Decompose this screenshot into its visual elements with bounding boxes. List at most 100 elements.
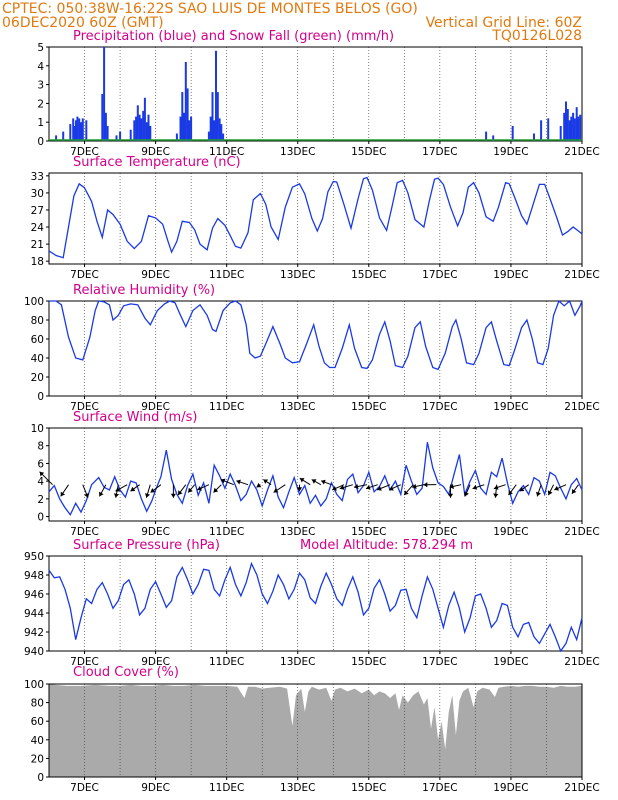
precip-xtick-label: 9DEC xyxy=(141,146,170,158)
precip-bar xyxy=(215,50,217,141)
precip-bar xyxy=(75,120,77,141)
wind-arrowhead xyxy=(493,484,499,490)
cloud-ytick-label: 80 xyxy=(31,698,44,710)
humidity-xtick-label: 11DEC xyxy=(209,401,244,413)
wind-ytick-label: 6 xyxy=(37,458,44,470)
precip-title: Precipitation (blue) and Snow Fall (gree… xyxy=(73,29,394,44)
wind-title: Surface Wind (m/s) xyxy=(73,410,197,425)
humidity-panel: Relative Humidity (%) 0 20 40 60 80 100 7DEC 9DE… xyxy=(24,283,600,413)
pressure-ytick-label: 950 xyxy=(24,551,44,563)
precip-bar xyxy=(485,131,488,141)
precip-bar xyxy=(207,131,210,141)
humidity-frame xyxy=(48,300,583,397)
wind-arrowhead xyxy=(145,493,150,498)
wind-arrowhead xyxy=(547,490,553,496)
cloud-xtick-label: 7DEC xyxy=(70,782,99,794)
pressure-panel: Surface Pressure (hPa) Model Altitude: 57… xyxy=(24,538,600,668)
temperature-xtick-label: 7DEC xyxy=(70,269,99,281)
temperature-ytick-label: 24 xyxy=(31,222,45,234)
wind-arrowhead xyxy=(311,479,317,484)
precip-bar xyxy=(104,112,107,141)
wind-arrowhead xyxy=(113,493,119,498)
precip-bar xyxy=(188,120,191,141)
wind-arrowhead xyxy=(377,486,382,491)
wind-arrowhead xyxy=(178,490,183,496)
precip-bar xyxy=(222,133,225,141)
wind-arrowhead xyxy=(423,482,428,488)
precip-xtick-label: 17DEC xyxy=(422,146,457,158)
precip-bar xyxy=(76,116,79,141)
wind-xtick-label: 15DEC xyxy=(351,526,386,538)
cloud-xtick-label: 13DEC xyxy=(280,782,315,794)
panels: Precipitation (blue) and Snow Fall (gree… xyxy=(24,29,600,794)
precip-xtick-label: 11DEC xyxy=(209,146,244,158)
precip-bar xyxy=(179,116,182,141)
precip-bar xyxy=(190,116,193,141)
precip-bar xyxy=(218,118,221,141)
wind-arrowhead xyxy=(571,489,577,494)
wind-arrowhead xyxy=(321,479,326,485)
wind-xtick-label: 11DEC xyxy=(209,526,244,538)
precip-xtick-label: 21DEC xyxy=(564,146,599,158)
humidity-line xyxy=(49,299,583,371)
precip-bar xyxy=(69,124,72,141)
pressure-xtick-label: 9DEC xyxy=(141,656,170,668)
precip-bar xyxy=(511,126,514,141)
wind-arrowhead xyxy=(339,484,345,490)
precip-bar xyxy=(55,135,58,141)
temperature-ytick-label: 21 xyxy=(31,239,44,251)
precip-bar xyxy=(129,129,132,141)
precip-ytick-label: 5 xyxy=(37,42,44,54)
wind-arrowhead xyxy=(170,493,176,498)
humidity-xtick-label: 7DEC xyxy=(70,401,99,413)
precip-bar xyxy=(85,120,88,141)
wind-arrowhead xyxy=(472,484,478,490)
cloud-ytick-label: 100 xyxy=(24,679,44,691)
wind-arrowhead xyxy=(39,471,45,477)
humidity-ytick-label: 60 xyxy=(31,334,44,346)
precip-bar xyxy=(106,126,109,141)
wind-arrowhead xyxy=(263,479,269,484)
cloud-ytick-label: 0 xyxy=(37,772,44,784)
precip-bar xyxy=(133,120,136,141)
wind-xtick-label: 13DEC xyxy=(280,526,315,538)
wind-arrowhead xyxy=(84,493,89,498)
wind-arrowhead xyxy=(412,483,417,489)
pressure-xtick-label: 15DEC xyxy=(351,656,386,668)
wind-xtick-label: 21DEC xyxy=(564,526,599,538)
humidity-xtick-label: 21DEC xyxy=(564,401,599,413)
temperature-xtick-label: 11DEC xyxy=(209,269,244,281)
cloud-xtick-label: 17DEC xyxy=(422,782,457,794)
pressure-xtick-label: 11DEC xyxy=(209,656,244,668)
precip-bar xyxy=(143,97,146,141)
wind-arrowhead xyxy=(99,491,104,497)
pressure-ytick-label: 948 xyxy=(24,570,44,582)
wind-arrowhead xyxy=(354,484,359,490)
wind-panel: Surface Wind (m/s) 0 2 4 6 8 10 7DEC 9DEC 11DEC 13… xyxy=(31,410,600,538)
wind-arrowhead xyxy=(554,485,559,491)
precip-ytick-label: 0 xyxy=(37,136,44,148)
precip-bar xyxy=(80,122,82,141)
wind-arrowhead xyxy=(493,493,499,498)
wind-ytick-label: 2 xyxy=(37,494,44,506)
precip-bar xyxy=(115,135,118,141)
humidity-title: Relative Humidity (%) xyxy=(73,283,215,298)
cloud-frame xyxy=(48,683,583,778)
precip-bar xyxy=(492,135,495,141)
wind-arrowhead xyxy=(536,491,541,497)
wind-arrowhead xyxy=(60,491,66,497)
precip-frame xyxy=(48,46,583,142)
pressure-xtick-label: 21DEC xyxy=(564,656,599,668)
precip-bar xyxy=(138,114,141,141)
wind-arrowhead xyxy=(508,490,513,496)
cloud-xtick-label: 11DEC xyxy=(209,782,244,794)
humidity-ytick-label: 20 xyxy=(31,372,44,384)
pressure-annotation: Model Altitude: 578.294 m xyxy=(300,538,473,553)
humidity-ytick-label: 0 xyxy=(37,391,44,403)
wind-arrowhead xyxy=(464,491,469,497)
precip-bar xyxy=(547,118,550,141)
pressure-frame xyxy=(48,555,583,652)
cloud-title: Cloud Cover (%) xyxy=(73,665,179,680)
precip-xtick-label: 7DEC xyxy=(70,146,99,158)
precip-bar xyxy=(575,107,578,141)
